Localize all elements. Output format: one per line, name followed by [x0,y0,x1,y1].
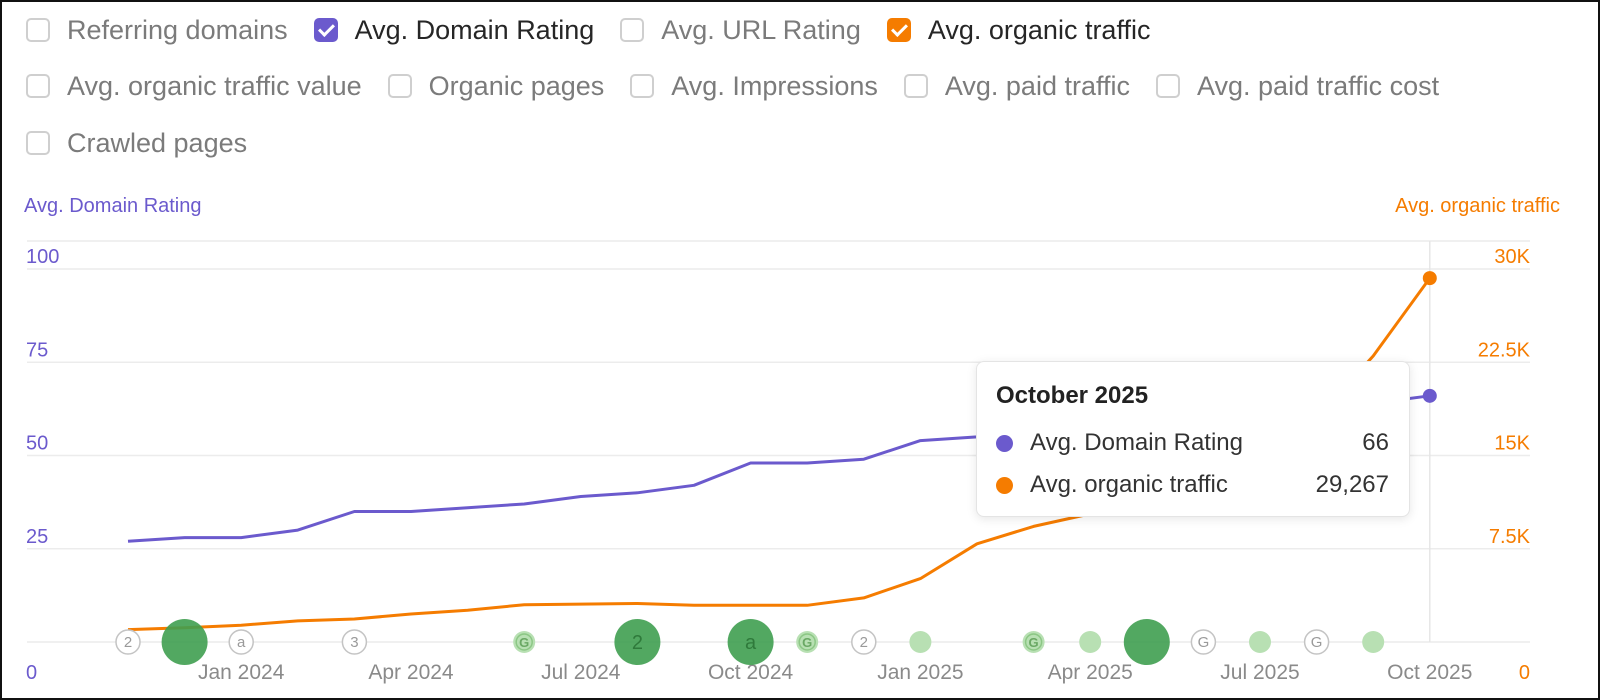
checkbox-box[interactable] [903,74,928,98]
event-marker-large [161,619,208,665]
checkbox-avg-paid-traffic-cost[interactable]: Avg. paid traffic cost [1156,71,1439,102]
event-marker-outline [1303,629,1330,655]
checkbox-avg-organic-traffic-value[interactable]: Avg. organic traffic value [26,71,362,102]
event-marker-glyph: G [1029,635,1039,650]
right-tick-label: 7.5K [1489,526,1531,548]
checkbox-label: Avg. Impressions [671,70,878,101]
event-marker-glyph: 3 [350,634,358,651]
right-axis-title: Avg. organic traffic [1395,195,1560,217]
event-marker-glyph: a [745,632,757,654]
right-tick-label: 15K [1494,433,1530,455]
checkbox-box[interactable] [26,18,50,42]
tooltip-row-domain-rating: Avg. Domain Rating 66 [996,422,1389,464]
event-marker-light [1249,631,1271,653]
dot-icon [996,434,1013,452]
chart-tooltip: October 2025 Avg. Domain Rating 66 Avg. … [976,361,1410,517]
checkbox-label: Referring domains [67,14,288,45]
tooltip-value: 66 [1362,429,1389,456]
event-marker-outline [341,629,368,655]
checkbox-box[interactable] [1156,74,1180,98]
event-marker-ring [1024,633,1043,651]
tooltip-row-organic-traffic: Avg. organic traffic 29,267 [996,464,1389,506]
checkbox-avg-paid-traffic[interactable]: Avg. paid traffic [903,70,1130,102]
event-marker-light [909,631,932,653]
tooltip-value: 29,267 [1315,471,1389,498]
checkbox-label: Avg. organic traffic value [67,70,362,101]
right-tick-label: 0 [1519,662,1530,684]
event-marker-glyph: 2 [632,632,643,654]
event-marker-outline [851,629,877,655]
event-marker-outline [228,629,254,655]
x-tick-label: Jul 2024 [541,661,621,684]
event-marker-outline [115,629,141,655]
right-tick-label: 30K [1494,246,1530,268]
x-tick-label: Jan 2025 [877,661,963,684]
tooltip-label: Avg. organic traffic [1030,471,1228,498]
tooltip-title: October 2025 [996,382,1149,409]
domain-rating-point [1422,388,1437,403]
checkbox-organic-pages[interactable]: Organic pages [387,70,605,102]
organic-traffic-point [1422,271,1437,286]
checkbox-label: Avg. paid traffic [944,70,1130,101]
x-tick-label: Apr 2025 [1048,661,1133,684]
metric-row-3: Crawled pages [26,126,273,160]
right-tick-label: 22.5K [1478,339,1531,361]
checkbox-label: Avg. paid traffic cost [1197,70,1440,101]
checkbox-avg-impressions[interactable]: Avg. Impressions [630,71,878,102]
checkbox-box[interactable] [886,18,911,42]
left-tick-label: 50 [26,433,48,455]
checkbox-avg-domain-rating[interactable]: Avg. Domain Rating [313,14,595,46]
left-tick-label: 75 [26,339,48,361]
checkbox-label: Avg. Domain Rating [354,14,595,45]
metric-row-1: Referring domains Avg. Domain Rating Avg… [26,13,1176,47]
checkbox-box[interactable] [387,74,412,98]
left-tick-label: 0 [26,662,37,684]
tooltip-label: Avg. Domain Rating [1030,429,1243,456]
checkbox-box[interactable] [26,131,50,155]
event-marker-ring [798,633,816,651]
checkbox-label: Organic pages [428,70,605,101]
checkbox-label: Avg. organic traffic [927,14,1151,45]
event-marker-outline [1190,629,1217,655]
checkbox-crawled-pages[interactable]: Crawled pages [26,128,247,159]
checkbox-label: Crawled pages [67,127,248,158]
dot-icon [996,476,1013,494]
left-tick-label: 100 [26,246,59,268]
event-marker-glyph: 2 [860,634,868,651]
event-marker-glyph: G [1311,634,1323,651]
checkbox-avg-organic-traffic[interactable]: Avg. organic traffic [886,14,1151,46]
checkbox-label: Avg. URL Rating [661,14,861,45]
x-tick-label: Jan 2024 [198,661,285,684]
event-marker-large [1123,619,1170,665]
event-marker-glyph: G [519,635,529,650]
checkbox-box[interactable] [630,74,655,98]
event-marker-ring [515,633,533,651]
checkbox-box[interactable] [620,18,645,42]
event-marker-light [1362,631,1385,653]
event-marker-glyph: a [237,634,246,651]
checkbox-box[interactable] [313,18,338,42]
event-marker-glyph: G [802,635,812,650]
x-tick-label: Oct 2024 [708,661,794,684]
event-marker-large [614,619,661,665]
checkbox-referring-domains[interactable]: Referring domains [26,15,288,46]
checkbox-box[interactable] [26,74,50,98]
event-marker-large [727,619,774,665]
metric-row-2: Avg. organic traffic value Organic pages… [26,69,1465,103]
x-tick-label: Jul 2025 [1220,661,1299,684]
left-tick-label: 25 [26,526,48,548]
event-marker-glyph: G [1198,634,1210,651]
event-marker-light [1079,631,1102,653]
left-axis-title: Avg. Domain Rating [24,195,202,217]
checkbox-avg-url-rating[interactable]: Avg. URL Rating [620,15,861,46]
x-tick-label: Apr 2024 [368,661,454,684]
event-marker-glyph: 2 [124,634,132,651]
x-tick-label: Oct 2025 [1387,661,1472,684]
